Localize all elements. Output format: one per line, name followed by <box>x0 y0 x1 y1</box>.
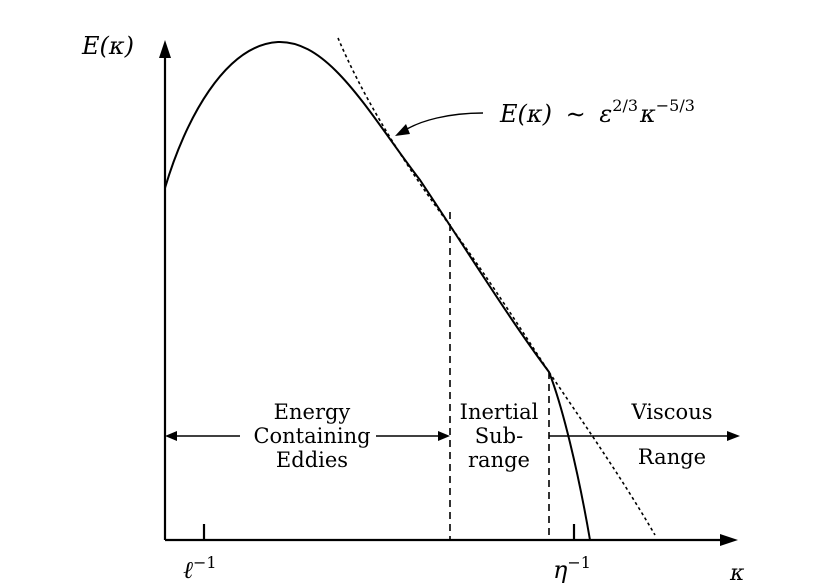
tick-label-l-exp: −1 <box>193 553 217 572</box>
x-axis-arrowhead <box>720 534 738 546</box>
y-axis-arrowhead <box>159 40 171 58</box>
region-arrows <box>165 431 740 441</box>
tick-label-eta-base: η <box>553 556 568 584</box>
formula-epsilon: ε <box>599 100 612 128</box>
energy-label-line3: Eddies <box>276 448 348 472</box>
energy-arrow-left-head <box>165 431 177 441</box>
inertial-label-line1: Inertial <box>460 400 539 424</box>
y-axis-label: E(κ) <box>81 32 134 60</box>
power-law-annotation: E(κ) ∼ ε2/3κ−5/3 <box>395 96 695 136</box>
energy-spectrum-curve <box>164 40 591 541</box>
viscous-arrow-head <box>727 431 740 441</box>
tick-label-l-base: ℓ <box>183 556 193 584</box>
power-law-pointer-head <box>395 124 410 136</box>
formula-epsilon-exp: 2/3 <box>612 96 638 115</box>
power-law-pointer <box>401 112 484 133</box>
tick-label-eta-exp: −1 <box>567 553 591 572</box>
formula-kappa-exp: −5/3 <box>656 96 695 115</box>
x-axis-label: κ <box>729 561 745 585</box>
inertial-label-line3: range <box>468 448 530 472</box>
tick-label-eta-inverse: η−1 <box>553 553 591 584</box>
tick-label-l-inverse: ℓ−1 <box>183 553 217 584</box>
formula-kappa: κ <box>639 100 656 128</box>
region-viscous-range: Viscous Range <box>631 400 713 469</box>
power-law-formula: E(κ) ∼ ε2/3κ−5/3 <box>499 96 695 128</box>
region-energy-containing: Energy Containing Eddies <box>253 400 370 472</box>
viscous-label-line2: Range <box>638 445 706 469</box>
energy-label-line2: Containing <box>253 424 370 448</box>
energy-arrow-right-head <box>438 431 450 441</box>
formula-sim: ∼ <box>566 100 586 128</box>
region-inertial-subrange: Inertial Sub- range <box>460 400 539 472</box>
energy-label-line1: Energy <box>274 400 351 424</box>
formula-lhs: E(κ) <box>499 100 552 128</box>
viscous-label-line1: Viscous <box>631 400 713 424</box>
axes <box>159 40 738 546</box>
inertial-label-line2: Sub- <box>475 424 523 448</box>
